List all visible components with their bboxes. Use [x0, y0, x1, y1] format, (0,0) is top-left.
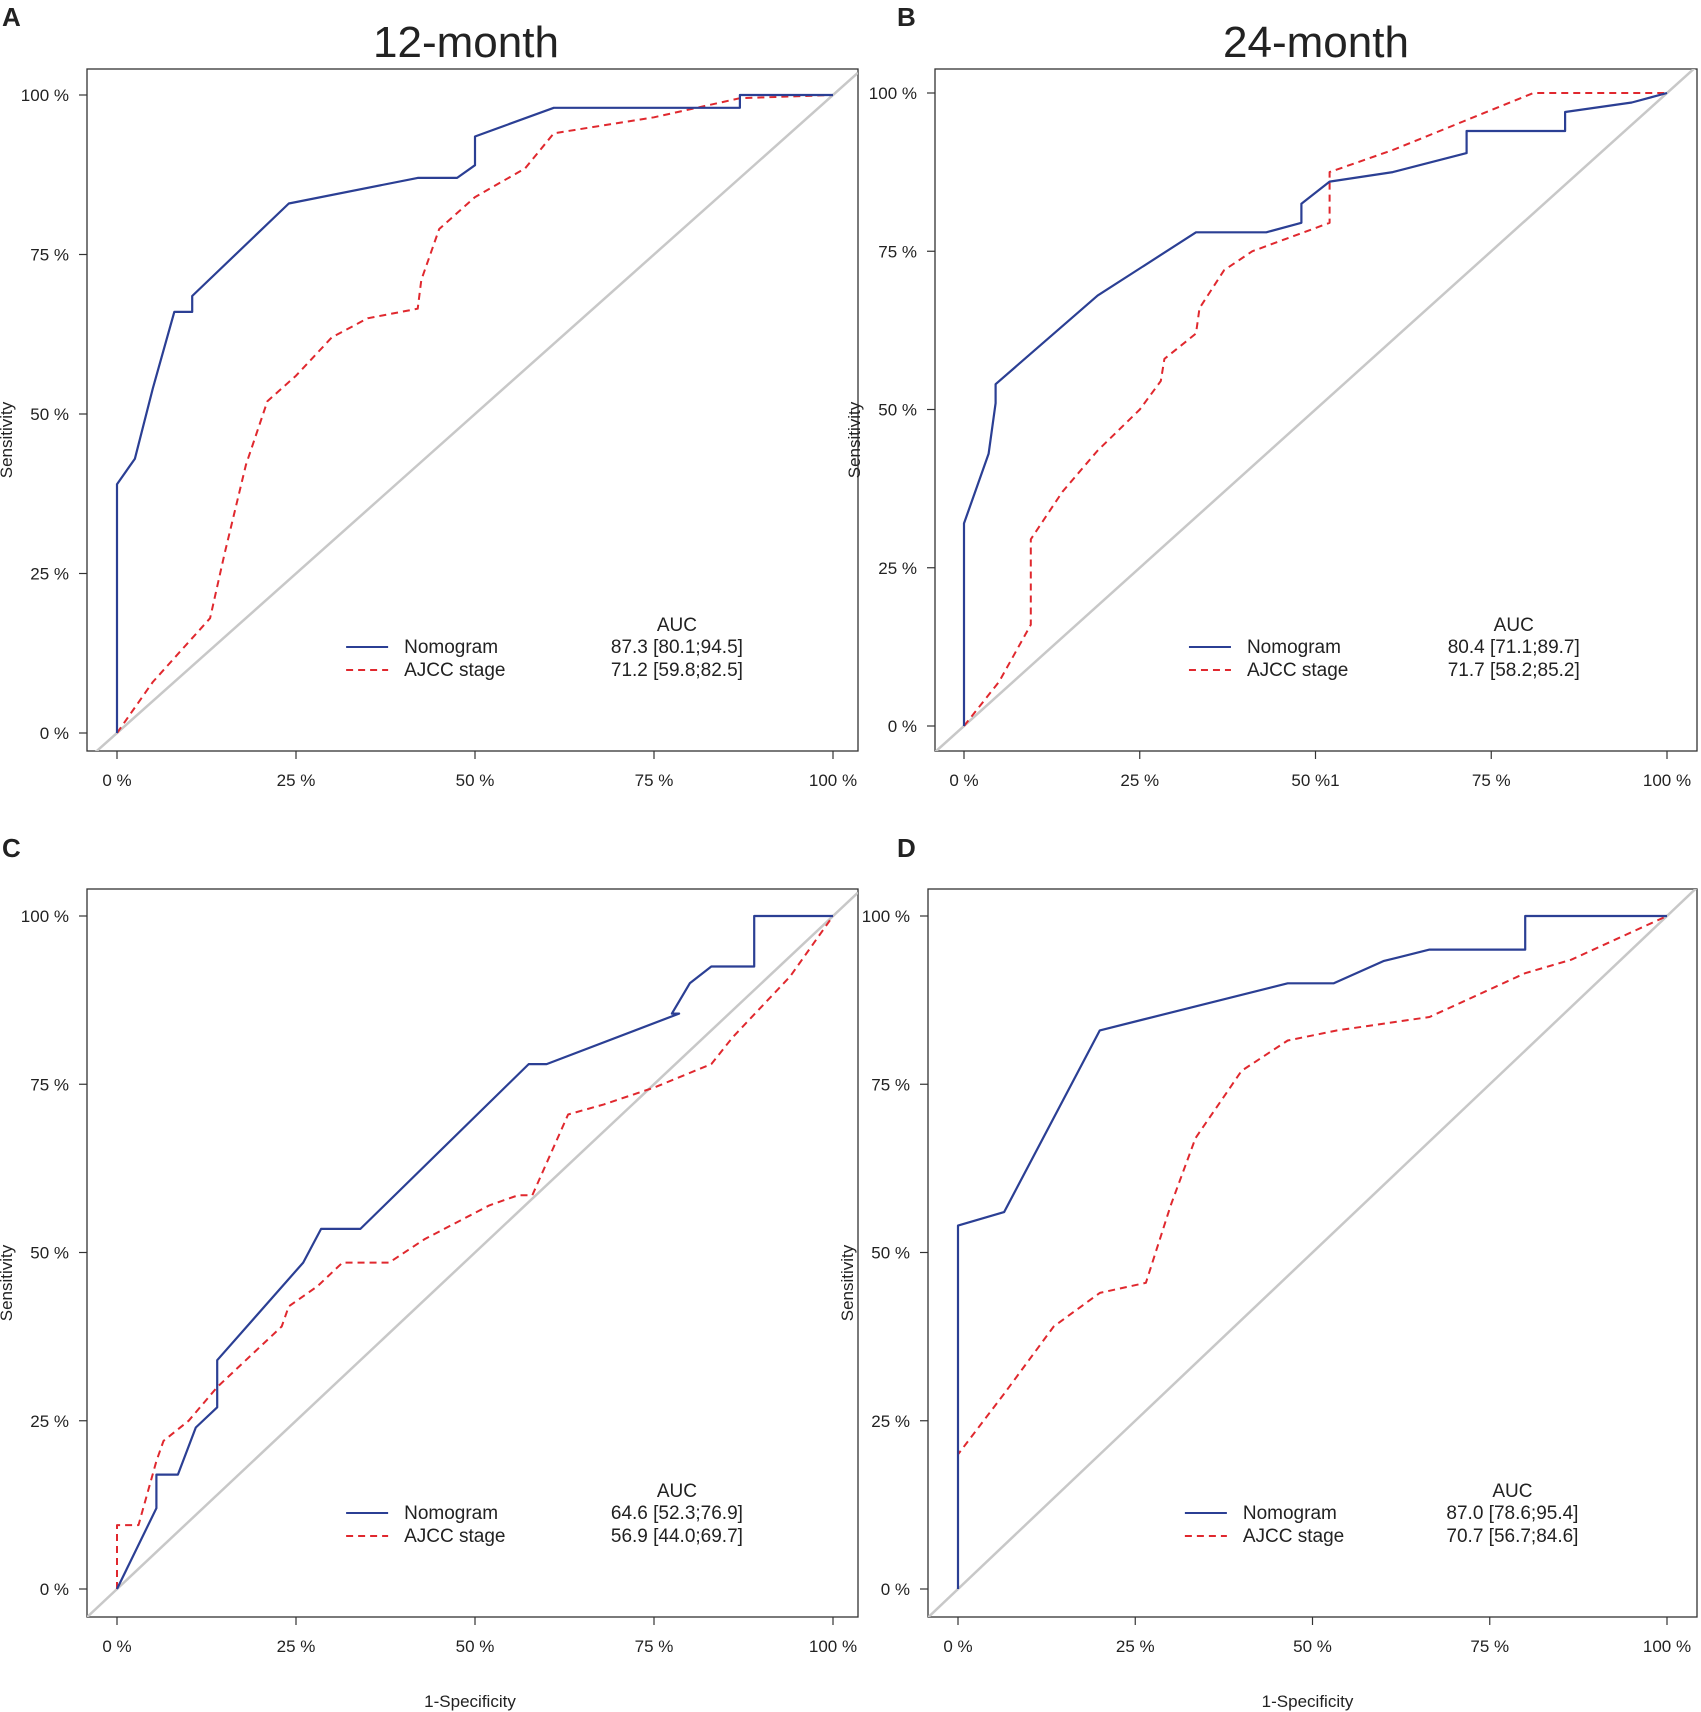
series-reference-line	[928, 889, 1697, 1617]
legend-auc-header: AUC	[1494, 615, 1534, 636]
legend-label: Nomogram	[1247, 637, 1341, 658]
legend-auc-value: 56.9 [44.0;69.7]	[611, 1526, 743, 1547]
panel-c: C 0 % 0 % 25 % 25 % 50 % 50 % 75 % 75 % 100 % 100…	[0, 833, 859, 1711]
panel-letter: A	[2, 2, 21, 32]
y-tick-label: 50 %	[878, 401, 917, 420]
y-tick-label: 25 %	[878, 559, 917, 578]
y-tick-label: 75 %	[30, 1075, 69, 1094]
legend-label: AJCC stage	[1247, 660, 1348, 681]
plot-frame	[86, 68, 859, 752]
roc-chart-c: 0 % 0 % 25 % 25 % 50 % 50 % 75 % 75 % 100 % 100 %…	[0, 888, 859, 1711]
x-tick-label: 100 %	[1643, 771, 1691, 790]
y-tick-label: 0 %	[40, 724, 69, 743]
x-tick-label: 50 %	[456, 771, 495, 790]
x-axis-title: 1-Specificity	[424, 1692, 516, 1711]
series-nomogram-line	[962, 91, 1668, 726]
y-tick-label: 0 %	[888, 717, 917, 736]
roc-chart-12-month: 0 % 0 % 25 % 25 % 50 % 50 % 75 % 75 % 100 % 100 %…	[0, 68, 859, 790]
x-tick-label: 0 %	[102, 771, 131, 790]
legend-label: AJCC stage	[1243, 1526, 1344, 1547]
legend-auc-header: AUC	[657, 615, 697, 636]
series-nomogram-line	[956, 914, 1667, 1589]
legend-auc-header: AUC	[657, 1481, 697, 1502]
panel-letter: B	[897, 2, 916, 32]
y-tick-label: 25 %	[30, 1412, 69, 1431]
series-ajcc-stage-line	[963, 92, 1667, 727]
y-tick-label: 25 %	[30, 565, 69, 584]
series-ajcc-stage-line	[116, 915, 834, 1589]
series-nomogram-line	[115, 93, 833, 733]
legend-label: AJCC stage	[404, 1526, 505, 1547]
x-tick-label: 25 %	[277, 771, 316, 790]
series-ajcc-stage-line	[957, 915, 1668, 1589]
x-tick-label: 25 %	[1120, 771, 1159, 790]
x-tick-label: 50 %1	[1291, 771, 1339, 790]
x-tick-label: 25 %	[1116, 1637, 1155, 1656]
y-tick-label: 50 %	[871, 1244, 910, 1263]
y-axis-title: Sensitivity	[0, 1244, 16, 1321]
legend-auc-value: 80.4 [71.1;89.7]	[1448, 637, 1580, 658]
x-tick-label: 100 %	[1643, 1637, 1691, 1656]
x-tick-label: 25 %	[277, 1637, 316, 1656]
y-tick-label: 0 %	[881, 1580, 910, 1599]
series-reference-line	[94, 71, 858, 751]
y-axis-title: Sensitivity	[845, 401, 864, 478]
x-tick-label: 0 %	[943, 1637, 972, 1656]
y-tick-label: 75 %	[871, 1075, 910, 1094]
y-axis-title: Sensitivity	[0, 401, 16, 478]
x-tick-label: 0 %	[102, 1637, 131, 1656]
y-tick-label: 75 %	[30, 246, 69, 265]
legend-auc-value: 71.7 [58.2;85.2]	[1448, 660, 1580, 681]
legend-label: Nomogram	[404, 1503, 498, 1524]
panel-a: A 12-month 0 % 0 % 25 % 25 % 50 % 50 % 75 % 75 …	[0, 0, 859, 820]
y-tick-label: 50 %	[30, 405, 69, 424]
legend-label: Nomogram	[404, 637, 498, 658]
y-tick-label: 75 %	[878, 242, 917, 261]
y-axis-title: Sensitivity	[838, 1244, 857, 1321]
legend-auc-value: 70.7 [56.7;84.6]	[1446, 1526, 1578, 1547]
series-reference-line	[935, 69, 1696, 751]
y-tick-label: 0 %	[40, 1580, 69, 1599]
y-tick-label: 100 %	[21, 907, 69, 926]
legend-auc-value: 71.2 [59.8;82.5]	[611, 660, 743, 681]
x-tick-label: 100 %	[809, 1637, 857, 1656]
x-tick-label: 75 %	[635, 771, 674, 790]
panel-letter: C	[2, 833, 21, 863]
x-tick-label: 75 %	[1470, 1637, 1509, 1656]
y-tick-label: 50 %	[30, 1244, 69, 1263]
x-tick-label: 100 %	[809, 771, 857, 790]
roc-chart-24-month: 0 % 0 % 25 % 25 % 50 %1 50 % 75 % 75 % 100 % 100 …	[845, 68, 1698, 790]
y-tick-label: 100 %	[862, 907, 910, 926]
legend-label: Nomogram	[1243, 1503, 1337, 1524]
legend-auc-value: 87.0 [78.6;95.4]	[1446, 1503, 1578, 1524]
y-tick-label: 100 %	[21, 86, 69, 105]
panel-letter: D	[897, 833, 916, 863]
x-tick-label: 50 %	[1293, 1637, 1332, 1656]
x-tick-label: 75 %	[1472, 771, 1511, 790]
series-nomogram-line	[116, 914, 833, 1590]
legend-auc-value: 64.6 [52.3;76.9]	[611, 1503, 743, 1524]
legend-label: AJCC stage	[404, 660, 505, 681]
chart-title: 12-month	[373, 18, 559, 67]
y-tick-label: 100 %	[869, 84, 917, 103]
series-reference-line	[87, 891, 858, 1617]
panel-b: B 24-month 0 % 0 % 25 % 25 % 50 %1 50 % 75 % 75…	[0, 0, 1701, 820]
x-tick-label: 0 %	[949, 771, 978, 790]
y-tick-label: 25 %	[871, 1412, 910, 1431]
x-tick-label: 50 %	[456, 1637, 495, 1656]
legend-auc-value: 87.3 [80.1;94.5]	[611, 637, 743, 658]
x-axis-title: 1-Specificity	[1262, 1692, 1354, 1711]
legend-auc-header: AUC	[1492, 1481, 1532, 1502]
x-tick-label: 75 %	[635, 1637, 674, 1656]
series-ajcc-stage-line	[116, 94, 834, 734]
chart-title: 24-month	[1223, 18, 1409, 67]
